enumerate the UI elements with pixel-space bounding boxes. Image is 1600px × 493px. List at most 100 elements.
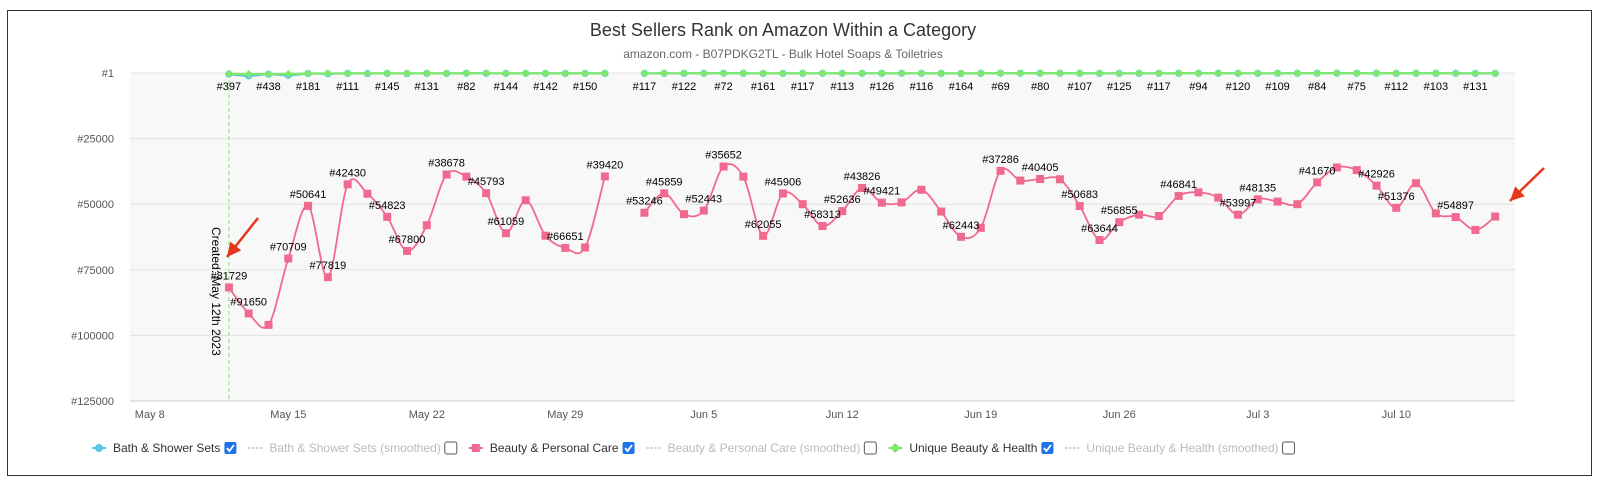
data-point	[284, 254, 293, 263]
legend-item[interactable]: Unique Beauty & Health (smoothed)	[1065, 441, 1296, 455]
data-label: #75	[1348, 81, 1366, 93]
data-point	[1115, 218, 1124, 227]
y-tick-label: #25000	[77, 134, 114, 146]
red-arrow-icon	[226, 217, 259, 258]
data-label: #107	[1067, 81, 1091, 93]
data-label: #117	[633, 81, 657, 93]
x-tick-label: May 29	[547, 409, 583, 421]
data-point	[224, 283, 233, 292]
data-point	[442, 170, 451, 179]
data-point	[660, 189, 669, 198]
data-label: #58313	[804, 209, 841, 221]
data-label: #161	[751, 81, 775, 93]
data-label: #145	[375, 81, 399, 93]
y-axis-ticks: #1 #25000 #50000 #75000 #100000 #125000	[71, 68, 114, 408]
data-label: #51376	[1378, 191, 1415, 203]
data-point	[482, 189, 491, 198]
data-point	[323, 69, 332, 78]
data-point	[739, 172, 748, 181]
data-label: #82	[457, 81, 475, 93]
x-tick-label: Jun 5	[690, 409, 717, 421]
data-point	[1431, 69, 1440, 78]
data-point	[600, 69, 609, 78]
data-point	[917, 69, 926, 78]
arrow-head	[1510, 186, 1525, 201]
x-tick-label: Jul 3	[1246, 409, 1269, 421]
data-point	[1253, 69, 1262, 78]
data-label: #142	[533, 81, 557, 93]
data-label: #81729	[211, 270, 248, 282]
data-label: #113	[830, 81, 854, 93]
data-point	[1491, 69, 1500, 78]
data-point	[422, 69, 431, 78]
data-label: #120	[1226, 81, 1250, 93]
data-label: #131	[1463, 81, 1487, 93]
data-label: #72	[714, 81, 732, 93]
legend-checkbox	[1041, 442, 1054, 454]
legend: Bath & Shower Sets Bath & Shower Sets (sm…	[92, 441, 1296, 455]
data-point	[462, 69, 471, 78]
data-label: #144	[494, 81, 518, 93]
data-point	[640, 208, 649, 217]
data-label: #62055	[745, 219, 782, 231]
legend-item[interactable]: Unique Beauty & Health	[888, 441, 1054, 455]
data-label: #111	[336, 81, 359, 93]
data-point	[1491, 212, 1500, 221]
data-point	[1352, 69, 1361, 78]
data-point	[403, 69, 411, 78]
data-point	[422, 221, 431, 230]
data-point	[1194, 69, 1203, 78]
legend-label: Unique Beauty & Health (smoothed)	[1086, 441, 1278, 455]
plot-background	[130, 73, 1515, 401]
data-point	[581, 243, 590, 252]
data-label: #122	[672, 81, 696, 93]
data-label: #112	[1384, 81, 1408, 93]
data-point	[1016, 69, 1025, 78]
data-label: #45906	[765, 176, 802, 188]
data-label: #117	[791, 81, 815, 93]
data-point	[976, 69, 985, 78]
data-point	[1293, 200, 1302, 209]
data-point	[482, 69, 491, 78]
data-point	[264, 320, 273, 329]
legend-label: Beauty & Personal Care	[490, 441, 619, 455]
data-label: #150	[573, 81, 597, 93]
data-point	[858, 183, 867, 192]
data-point	[1392, 203, 1401, 212]
data-point	[1174, 191, 1183, 200]
data-point	[1451, 213, 1460, 222]
data-point	[996, 69, 1005, 78]
legend-item[interactable]: Bath & Shower Sets (smoothed)	[248, 441, 458, 455]
legend-item[interactable]: Bath & Shower Sets	[92, 441, 237, 455]
data-point	[699, 206, 708, 215]
data-label: #40405	[1022, 162, 1059, 174]
data-label: #45859	[646, 176, 683, 188]
data-point	[1055, 175, 1064, 184]
red-arrow-icon	[1509, 167, 1545, 202]
data-label: #63644	[1081, 223, 1118, 235]
data-label: #38678	[428, 157, 465, 169]
data-label: #181	[296, 81, 320, 93]
data-point	[521, 69, 530, 78]
data-label: #69	[991, 81, 1009, 93]
legend-label: Beauty & Personal Care (smoothed)	[668, 441, 861, 455]
data-point	[1293, 69, 1302, 78]
created-annotation: Created: May 12th 2023	[209, 73, 230, 401]
legend-item[interactable]: Beauty & Personal Care	[468, 441, 635, 455]
data-point	[957, 69, 965, 78]
data-point	[343, 69, 352, 78]
data-label: #52443	[685, 194, 722, 206]
y-tick-label: #125000	[71, 396, 114, 408]
legend-item[interactable]: Beauty & Personal Care (smoothed)	[646, 441, 877, 455]
legend-checkbox	[444, 441, 458, 455]
x-axis-ticks: May 8 May 15 May 22 May 29 Jun 5 Jun 12 Jun 19…	[135, 409, 1411, 421]
data-label: #438	[256, 81, 280, 93]
data-point	[957, 232, 965, 241]
data-point	[937, 69, 946, 78]
data-point	[1412, 69, 1421, 78]
data-label: #70709	[270, 242, 307, 254]
data-point	[581, 69, 590, 78]
data-label: #50641	[290, 189, 327, 201]
data-point	[561, 69, 570, 78]
data-point	[877, 69, 886, 78]
